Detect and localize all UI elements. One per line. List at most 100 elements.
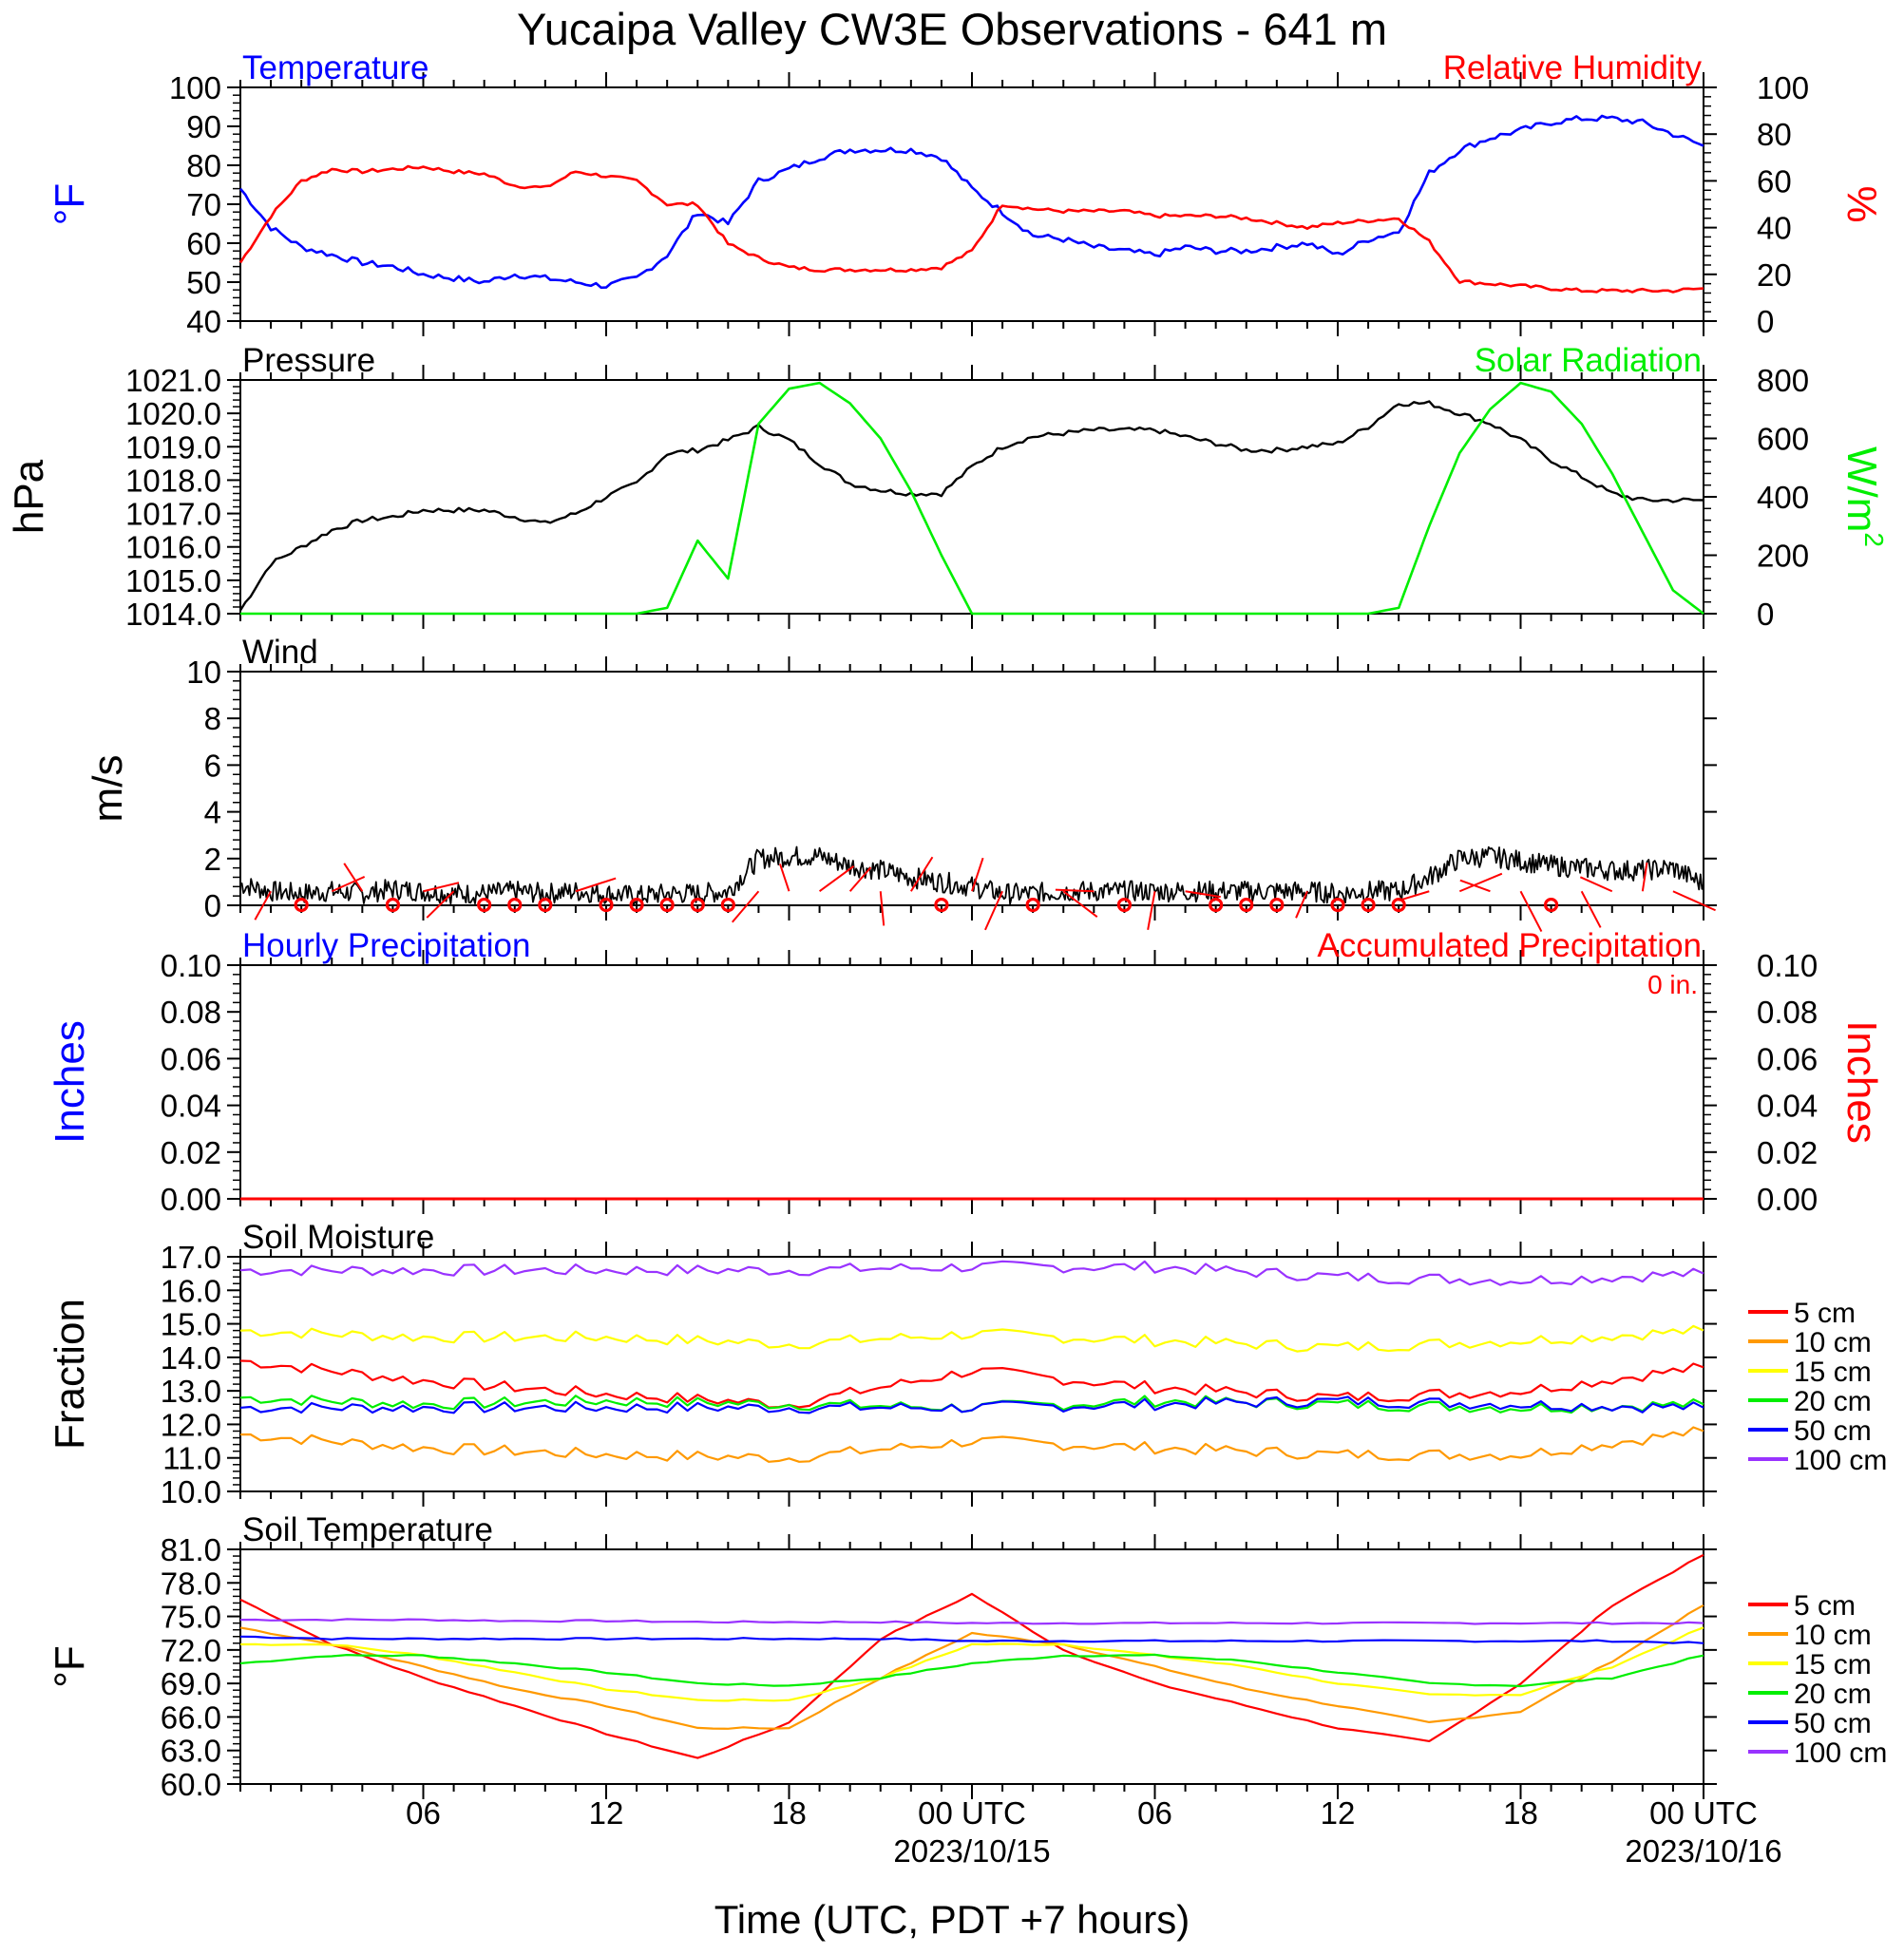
wind-barb	[732, 890, 760, 923]
temp_rh-ytick-label-right: 40	[1757, 211, 1792, 246]
legend-label: 10 cm	[1794, 1327, 1872, 1358]
temp_rh-frame	[239, 86, 1704, 322]
series-soil_temp-5cm	[239, 1553, 1704, 1759]
soil_moisture-ytick-label-left: 17.0	[161, 1240, 221, 1275]
series-soil_temp-50cm	[239, 1635, 1704, 1644]
figure-title: Yucaipa Valley CW3E Observations - 641 m	[516, 4, 1388, 54]
temp_rh-ytick-label-right: 80	[1757, 117, 1792, 152]
legend-label: 15 cm	[1794, 1649, 1872, 1680]
wind-barb	[909, 856, 934, 892]
series-soil_moisture-5cm-path	[239, 1359, 1704, 1409]
soil_moisture-ytick-label-left: 11.0	[162, 1441, 221, 1476]
wind-barb	[426, 890, 455, 919]
soil_temp-ytick-label-left: 63.0	[161, 1734, 221, 1769]
x-tick-label: 00 UTC	[918, 1795, 1026, 1831]
wind-calm-circle	[1330, 897, 1345, 913]
wind-title-left: Wind	[242, 634, 318, 671]
soil_temp-ytick-label-left: 78.0	[161, 1566, 221, 1601]
pressure_solar-ytick-label-left: 1015.0	[125, 563, 221, 598]
temp_rh-ytick-label-left: 50	[186, 265, 221, 300]
series-solar-radiation-path	[240, 381, 1704, 616]
temp_rh-ytick-label-left: 60	[186, 226, 221, 261]
wind-barb	[343, 863, 364, 892]
temp_rh-ylabel-right: %	[1838, 185, 1885, 222]
wind-calm-circle	[1116, 897, 1133, 913]
soil_temp-ytick-label-left: 72.0	[161, 1633, 221, 1668]
soil_moisture-ytick-label-left: 13.0	[161, 1374, 221, 1409]
soil_moisture-ytick-label-left: 15.0	[161, 1307, 221, 1342]
series-soil_moisture-5cm	[239, 1359, 1704, 1409]
legend-label: 5 cm	[1794, 1590, 1856, 1622]
wind-barb	[818, 865, 855, 893]
precip-ytick-label-left: 0.00	[161, 1182, 221, 1217]
precip-ytick-label-left: 0.02	[161, 1135, 221, 1170]
series-relative-humidity-path	[238, 164, 1704, 294]
legend-label: 50 cm	[1794, 1708, 1872, 1739]
pressure_solar-ytick-label-left: 1020.0	[125, 396, 221, 431]
series-soil_temp-10cm	[239, 1604, 1704, 1730]
pressure_solar-ylabel-right: W/m2	[1838, 446, 1889, 547]
legend-label: 20 cm	[1794, 1679, 1872, 1710]
wind-ytick-label-left: 8	[204, 701, 221, 736]
wind-calm-circle	[1025, 897, 1040, 913]
wind-barb	[848, 866, 872, 892]
wind-barb	[1519, 890, 1543, 932]
series-relative-humidity	[238, 164, 1704, 294]
soil_temp-frame	[239, 1548, 1704, 1785]
wind-calm-circle	[507, 897, 523, 913]
temp_rh-ytick-label-left: 100	[169, 70, 221, 105]
soil_moisture-title-left: Soil Moisture	[242, 1219, 434, 1256]
pressure_solar-title-left: Pressure	[242, 342, 375, 379]
pressure_solar-ytick-label-left: 1018.0	[125, 463, 221, 498]
x-tick-label: 12	[589, 1795, 624, 1831]
series-soil_temp-100cm-path	[239, 1618, 1704, 1625]
wind-barb	[879, 891, 885, 926]
wind-ytick-label-left: 6	[204, 748, 221, 783]
wind-barbs	[254, 856, 1716, 932]
wind-barb	[1398, 890, 1430, 902]
series-soil_temp-15cm-path	[239, 1626, 1704, 1702]
x-tick-label: 12	[1321, 1795, 1356, 1831]
wind-barb	[1641, 862, 1648, 892]
soil_moisture-ytick-label-left: 16.0	[161, 1273, 221, 1308]
wind-barb	[1459, 879, 1491, 893]
wind-calm-circle	[1269, 897, 1285, 913]
wind-barb	[1579, 876, 1613, 893]
pressure_solar-ytick-label-right: 0	[1757, 597, 1774, 632]
precip-ytick-label-left: 0.10	[161, 948, 221, 983]
precip-title-right: Accumulated Precipitation	[1317, 927, 1702, 964]
temp_rh-ytick-label-right: 60	[1757, 163, 1792, 199]
pressure_solar-ytick-label-right: 800	[1757, 363, 1809, 398]
legend-label: 100 cm	[1794, 1737, 1887, 1769]
temp_rh-ytick-label-left: 70	[186, 187, 221, 222]
soil_temp-ytick-label-left: 75.0	[161, 1600, 221, 1635]
wind-barb	[423, 882, 460, 893]
series-soil_moisture-15cm	[239, 1324, 1704, 1353]
wind-calm-circle	[1361, 897, 1376, 913]
series-soil_moisture-15cm-path	[239, 1324, 1704, 1353]
pressure_solar-ytick-label-left: 1019.0	[125, 429, 221, 465]
wind-barb	[331, 876, 366, 893]
wind-barb	[254, 890, 272, 921]
x-date-label: 2023/10/16	[1625, 1833, 1781, 1869]
wind-calm-circle	[599, 897, 614, 913]
series-soil_moisture-50cm	[239, 1395, 1704, 1414]
wind-frame	[239, 671, 1704, 906]
wind-ylabel-left: m/s	[85, 755, 131, 823]
wind-calm-circle	[1543, 897, 1559, 913]
series-pressure-path	[238, 400, 1704, 612]
pressure_solar-ylabel-left: hPa	[6, 459, 52, 534]
x-tick-label: 18	[1503, 1795, 1538, 1831]
wind-barb	[1062, 890, 1098, 919]
soil_temp-ytick-label-left: 60.0	[161, 1767, 221, 1802]
series-soil_temp-20cm-path	[239, 1653, 1704, 1688]
temp_rh-title-right: Relative Humidity	[1443, 49, 1703, 86]
wind-calm-circle	[477, 897, 492, 913]
x-tick-label: 00 UTC	[1649, 1795, 1758, 1831]
x-axis-label: Time (UTC, PDT +7 hours)	[714, 1897, 1190, 1942]
x-tick-label: 06	[406, 1795, 441, 1831]
soil_temp-title-left: Soil Temperature	[242, 1511, 493, 1548]
wind-barb	[1055, 888, 1095, 893]
precip-ytick-label-left: 0.08	[161, 995, 221, 1030]
series-soil_temp-5cm-path	[239, 1553, 1704, 1759]
